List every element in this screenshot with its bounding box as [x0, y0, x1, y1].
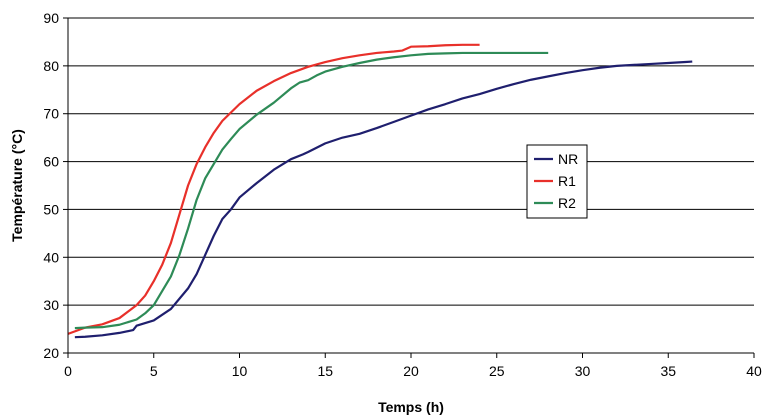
legend-label-r1: R1 [558, 173, 576, 189]
series-lines [67, 43, 693, 339]
axes [67, 18, 754, 354]
legend-label-r2: R2 [558, 195, 576, 211]
legend-items: NR R1 R2 [534, 151, 578, 211]
y-tick-label: 70 [43, 106, 59, 122]
x-tick-label: 5 [150, 363, 158, 379]
x-ticks: 0 5 10 15 20 25 30 35 40 [64, 353, 762, 379]
x-tick-label: 20 [403, 363, 419, 379]
x-tick-label: 40 [746, 363, 762, 379]
y-ticks: 20 30 40 50 60 70 80 90 [43, 10, 68, 361]
y-tick-label: 80 [43, 58, 59, 74]
x-axis-title: Temps (h) [378, 399, 444, 415]
x-tick-label: 15 [317, 363, 333, 379]
x-tick-label: 35 [660, 363, 676, 379]
y-tick-label: 90 [43, 10, 59, 26]
y-tick-label: 30 [43, 297, 59, 313]
x-tick-label: 0 [64, 363, 72, 379]
gridlines [68, 17, 754, 306]
legend: NR R1 R2 [526, 144, 588, 219]
y-tick-label: 60 [43, 154, 59, 170]
x-tick-label: 30 [575, 363, 591, 379]
x-tick-label: 25 [489, 363, 505, 379]
y-tick-label: 20 [43, 345, 59, 361]
series-line-r2 [74, 51, 549, 330]
legend-label-nr: NR [558, 151, 578, 167]
series-line-nr [74, 60, 693, 339]
x-tick-label: 10 [232, 363, 248, 379]
series-line-r1 [67, 43, 480, 335]
y-tick-label: 50 [43, 201, 59, 217]
y-tick-label: 40 [43, 249, 59, 265]
y-axis-title: Température (°C) [9, 129, 25, 242]
